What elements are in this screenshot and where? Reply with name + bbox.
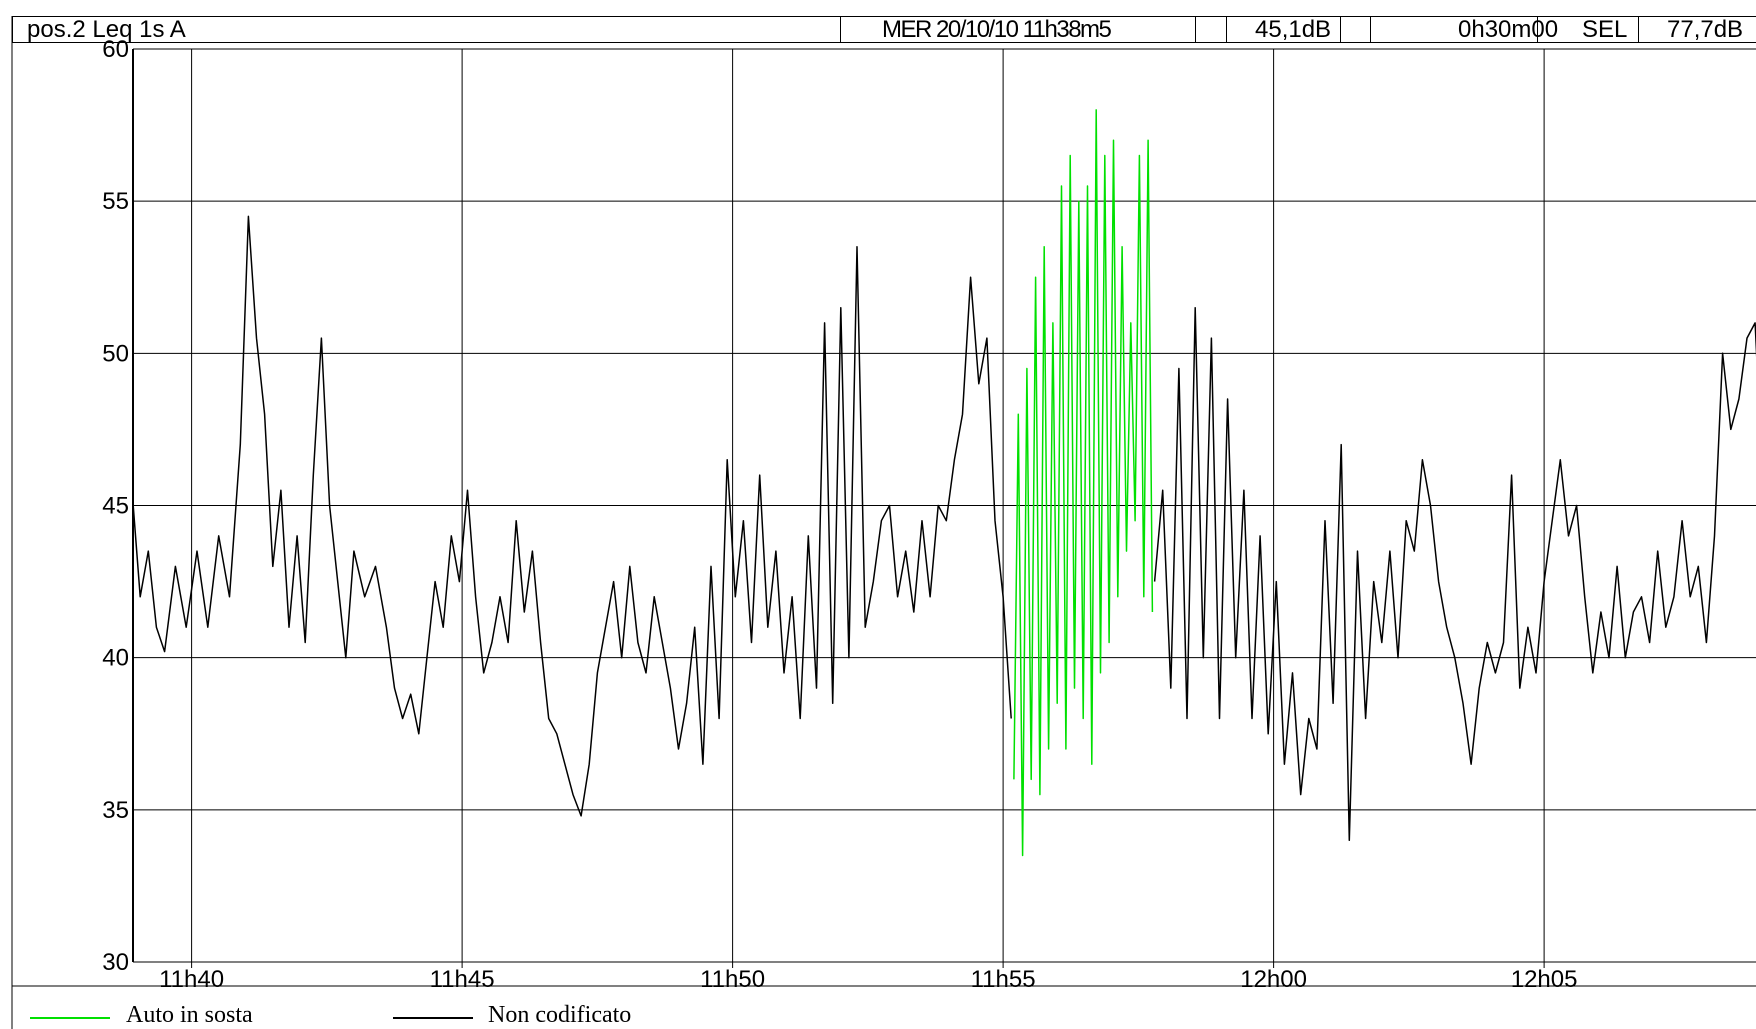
x-tick-label-3: 11h55 xyxy=(971,966,1036,993)
y-tick-label-55: 55 xyxy=(102,188,129,215)
y-tick-label-60: 60 xyxy=(102,36,129,63)
level-value: 45,1dB xyxy=(1255,16,1332,43)
chart-title: pos.2 Leq 1s A xyxy=(27,16,186,43)
chart-frame xyxy=(11,16,1756,1029)
legend-label-auto-in-sosta: Auto in sosta xyxy=(126,1002,253,1028)
datetime-value: MER 20/10/10 11h38m5 xyxy=(882,16,1112,43)
y-tick-label-50: 50 xyxy=(102,340,129,367)
x-axis: 11h40 11h45 11h50 11h55 12h00 12h05 xyxy=(159,962,1577,993)
x-tick-label-5: 12h05 xyxy=(1511,966,1578,993)
series xyxy=(132,109,1756,857)
x-tick-label-4: 12h00 xyxy=(1240,966,1307,993)
y-tick-label-40: 40 xyxy=(102,645,129,672)
series-line-non-codificato-0 xyxy=(132,215,1012,817)
x-tick-label-0: 11h40 xyxy=(159,966,224,993)
legend-label-non-codificato: Non codificato xyxy=(488,1002,632,1028)
y-tick-label-45: 45 xyxy=(102,493,129,520)
y-tick-label-35: 35 xyxy=(102,797,129,824)
x-tick-label-2: 11h50 xyxy=(700,966,765,993)
series-line-auto-in-sosta-0 xyxy=(1013,109,1154,857)
x-tick-label-1: 11h45 xyxy=(430,966,495,993)
series-line-non-codificato-1 xyxy=(1153,306,1756,842)
y-tick-label-30: 30 xyxy=(102,949,129,976)
level-box xyxy=(1226,16,1341,43)
datetime-box xyxy=(840,16,1196,43)
y-axis: 30 35 40 45 50 55 60 xyxy=(102,36,129,976)
sel-box xyxy=(1638,16,1756,43)
duration-box xyxy=(1370,16,1538,43)
sel-value: 77,7dB xyxy=(1667,16,1744,43)
sel-label: SEL xyxy=(1582,16,1628,43)
grid xyxy=(133,48,1756,962)
duration-value: 0h30m00 xyxy=(1458,16,1559,43)
legend-swatch-auto-in-sosta xyxy=(30,1017,110,1019)
legend-swatch-non-codificato xyxy=(393,1017,473,1019)
